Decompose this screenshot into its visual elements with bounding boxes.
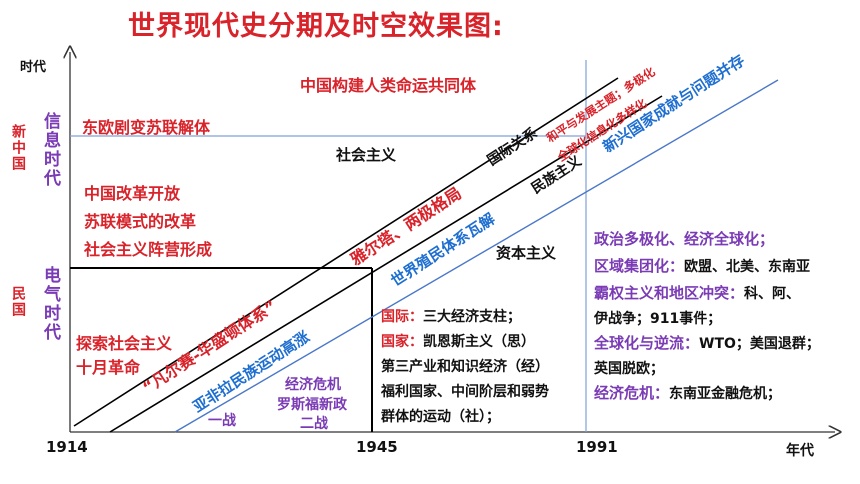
right-line-5: 全球化与逆流：WTO；美国退群； xyxy=(594,332,820,353)
y-axis-label: 时代 xyxy=(20,60,47,75)
year-1945: 1945 xyxy=(356,438,398,456)
x-axis-label: 年代 xyxy=(786,443,814,459)
middle-nation-key: 国家： xyxy=(381,334,423,350)
region-socialism: 社会主义 xyxy=(336,146,397,164)
middle-line-2: 国家：凯恩斯主义（思） xyxy=(381,331,535,351)
event-soviet-reform: 苏联模式的改革 xyxy=(84,212,197,231)
era-minguo: 民国 xyxy=(10,286,26,318)
label-ww2: 二战 xyxy=(300,416,328,432)
event-community: 中国构建人类命运共同体 xyxy=(300,76,477,95)
era-xin-zhongguo: 新中国 xyxy=(10,124,26,172)
right-crisis-value: 东南亚金融危机； xyxy=(669,386,782,402)
era-dianqi-shidai: 电气时代 xyxy=(40,266,60,342)
event-socialist-camp: 社会主义阵营形成 xyxy=(84,240,213,259)
middle-line-3: 第三产业和知识经济（经） xyxy=(381,359,549,375)
right-globalization-key: 全球化与逆流： xyxy=(594,334,700,352)
year-1914: 1914 xyxy=(46,438,88,456)
page-title: 世界现代史分期及时空效果图: xyxy=(128,11,504,42)
right-line-4: 伊战争；911事件； xyxy=(594,311,722,327)
middle-line-5: 群体的运动（社）； xyxy=(381,409,500,425)
diagonal-blue xyxy=(174,79,779,433)
era-xinxi-shidai: 信息时代 xyxy=(40,112,60,188)
right-line-6: 英国脱欧； xyxy=(594,361,664,377)
right-crisis-key: 经济危机： xyxy=(594,384,670,402)
region-capitalism: 资本主义 xyxy=(496,244,557,262)
right-regional-key: 区域集团化： xyxy=(594,257,685,275)
right-hegemony-key: 霸权主义和地区冲突： xyxy=(594,284,745,302)
right-line-1: 政治多极化、经济全球化； xyxy=(594,230,775,248)
middle-international-key: 国际： xyxy=(381,309,423,325)
middle-line-1: 国际：三大经济支柱； xyxy=(381,306,521,326)
label-ww1: 一战 xyxy=(208,413,236,429)
event-east-europe: 东欧剧变苏联解体 xyxy=(82,118,211,137)
year-1991: 1991 xyxy=(576,438,618,456)
right-line-2: 区域集团化：欧盟、北美、东南亚 xyxy=(594,255,810,276)
right-line-3: 霸权主义和地区冲突：科、阿、 xyxy=(594,282,800,303)
event-october: 十月革命 xyxy=(76,358,141,377)
event-reform: 中国改革开放 xyxy=(84,184,181,203)
middle-international-value: 三大经济支柱； xyxy=(423,309,521,325)
label-crisis: 经济危机 xyxy=(285,377,341,393)
middle-nation-value: 凯恩斯主义（思） xyxy=(423,334,535,350)
right-regional-value: 欧盟、北美、东南亚 xyxy=(684,259,811,275)
label-new-deal: 罗斯福新政 xyxy=(277,397,347,413)
middle-line-4: 福利国家、中间阶层和弱势 xyxy=(381,384,549,400)
right-line-7: 经济危机：东南亚金融危机； xyxy=(594,382,781,403)
event-explore: 探索社会主义 xyxy=(76,334,173,353)
right-hegemony-value: 科、阿、 xyxy=(744,286,801,302)
right-globalization-value: WTO；美国退群； xyxy=(699,336,820,352)
diagonal-upper xyxy=(73,77,619,427)
diagonal-middle xyxy=(109,95,663,433)
